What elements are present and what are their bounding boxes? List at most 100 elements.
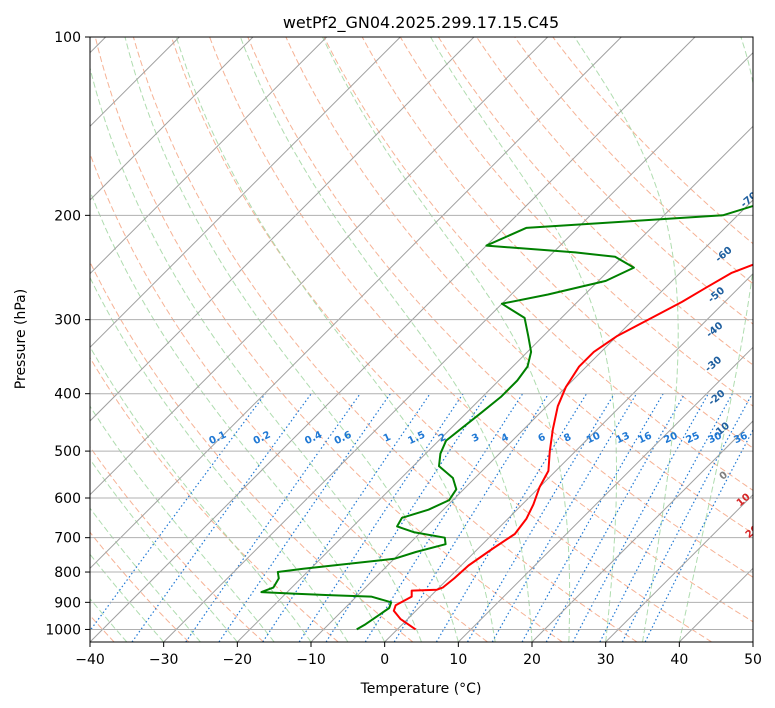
pressure-gridlines: [90, 37, 753, 630]
mixing-ratio-line: [131, 393, 312, 642]
mixing-ratio-line: [545, 393, 686, 642]
y-tick-label: 700: [54, 531, 81, 547]
isotherm-line: [605, 493, 753, 642]
x-tick-label: −20: [223, 652, 253, 668]
y-tick-label: 100: [54, 30, 81, 46]
y-tick-label: 500: [54, 444, 81, 460]
y-tick-label: 300: [54, 313, 81, 329]
y-tick-label: 600: [54, 491, 81, 507]
dry-adiabat-line: [94, 37, 563, 642]
profiles: [260, 204, 753, 631]
dry-adiabat-line: [90, 356, 339, 642]
moist-adiabats: [90, 37, 753, 642]
dry-adiabats: [90, 37, 753, 642]
mixing-ratio-label: 8: [562, 432, 573, 445]
y-tick-label: 900: [54, 595, 81, 611]
mixing-ratio-line: [466, 393, 615, 642]
y-tick-label: 400: [54, 387, 81, 403]
x-axis-ticks: −40 −30 −20 −10 0 10 20 30 40 50: [75, 642, 762, 668]
y-axis-ticks: 100 200 300 400 500 600 700 800 900 1000: [45, 30, 90, 638]
dry-adiabat-line: [285, 37, 753, 535]
moist-adiabat-line: [90, 405, 275, 642]
x-tick-label: 10: [449, 652, 467, 668]
moist-adiabat-line: [90, 507, 201, 642]
isotherm-line: [90, 37, 475, 422]
plot-area: -100-90-80-70-60-50-40-30-20-10010203040…: [90, 37, 762, 642]
isotherm-line: [90, 37, 401, 349]
mixing-ratio-line: [491, 393, 638, 642]
mixing-ratio-line: [521, 393, 664, 642]
isotherm-line: [236, 125, 753, 642]
moist-adiabat-line: [574, 37, 679, 642]
y-tick-label: 200: [54, 208, 81, 224]
isotherm-line: [90, 37, 549, 496]
mixing-ratio-line: [644, 428, 753, 642]
isotherm-line: [90, 37, 328, 275]
isotherm-line: [90, 37, 254, 201]
dry-adiabat-line: [90, 152, 488, 642]
mixing-ratio-line: [262, 393, 431, 642]
x-tick-label: 40: [670, 652, 688, 668]
x-tick-label: −30: [149, 652, 179, 668]
x-tick-label: 50: [744, 652, 762, 668]
mixing-ratio-label: 30: [706, 430, 723, 446]
y-tick-label: 800: [54, 565, 81, 581]
moist-adiabat-line: [90, 276, 349, 642]
isotherm-line: [90, 37, 622, 570]
temperature-profile-line: [392, 263, 753, 631]
mixing-ratio-line: [298, 393, 464, 642]
x-axis-label: Temperature (°C): [360, 681, 482, 697]
dry-adiabat-line: [132, 37, 638, 642]
mixing-ratio-label: 2: [437, 432, 448, 445]
moist-adiabat-line: [90, 65, 422, 642]
x-tick-label: −40: [75, 652, 105, 668]
mixing-ratio-label: 4: [500, 432, 511, 445]
y-tick-label: 1000: [45, 622, 81, 638]
dry-adiabat-line: [514, 37, 753, 285]
dry-adiabat-line: [209, 37, 753, 623]
mixing-ratio-label: 13: [614, 430, 631, 446]
chart-title: wetPf2_GN04.2025.299.17.15.C45: [283, 13, 559, 33]
isotherm-line: [163, 51, 753, 642]
dry-adiabat-line: [361, 37, 753, 449]
x-tick-label: 0: [380, 652, 389, 668]
plot-frame: [89, 36, 754, 643]
mixing-ratio-line: [393, 393, 550, 642]
x-tick-label: −10: [296, 652, 326, 668]
mixing-ratio-label: 10: [585, 430, 602, 446]
isotherm-line: [384, 272, 753, 642]
mixing-ratio-line: [435, 393, 588, 642]
mixing-ratio-lines: [90, 393, 753, 642]
moist-adiabat-line: [124, 37, 459, 642]
mixing-ratio-label: 6: [537, 432, 548, 445]
isotherm-line: [90, 37, 696, 642]
moist-adiabat-line: [90, 597, 128, 642]
mixing-ratio-label: 36: [732, 430, 749, 446]
dry-adiabat-line: [247, 37, 753, 578]
moist-adiabat-line: [90, 458, 238, 642]
mixing-ratio-line: [572, 393, 709, 642]
mixing-ratio-line: [364, 393, 524, 642]
moist-adiabat-line: [90, 345, 312, 642]
moist-adiabat-line: [90, 553, 165, 642]
moist-adiabat-line: [678, 37, 753, 642]
dry-adiabat-label: 20: [744, 523, 762, 540]
x-tick-label: 20: [523, 652, 541, 668]
moist-adiabat-line: [430, 37, 617, 642]
dry-adiabat-line: [437, 37, 753, 366]
moist-adiabat-line: [175, 37, 496, 642]
mixing-ratio-label: 1: [382, 432, 393, 445]
mixing-ratio-label: 25: [684, 430, 701, 446]
mixing-ratio-label: 3: [470, 432, 481, 445]
line-labels: -100-90-80-70-60-50-40-30-20-10010203040…: [208, 190, 762, 572]
dry-adiabat-line: [399, 37, 753, 407]
mixing-ratio-line: [325, 393, 488, 642]
mixing-ratio-label: 20: [662, 430, 679, 446]
mixing-ratio-label: 16: [636, 430, 653, 446]
isotherm-line: [457, 346, 753, 642]
isotherm-line: [531, 420, 753, 642]
dry-adiabat-line: [90, 531, 190, 642]
moist-adiabat-line: [239, 37, 533, 642]
